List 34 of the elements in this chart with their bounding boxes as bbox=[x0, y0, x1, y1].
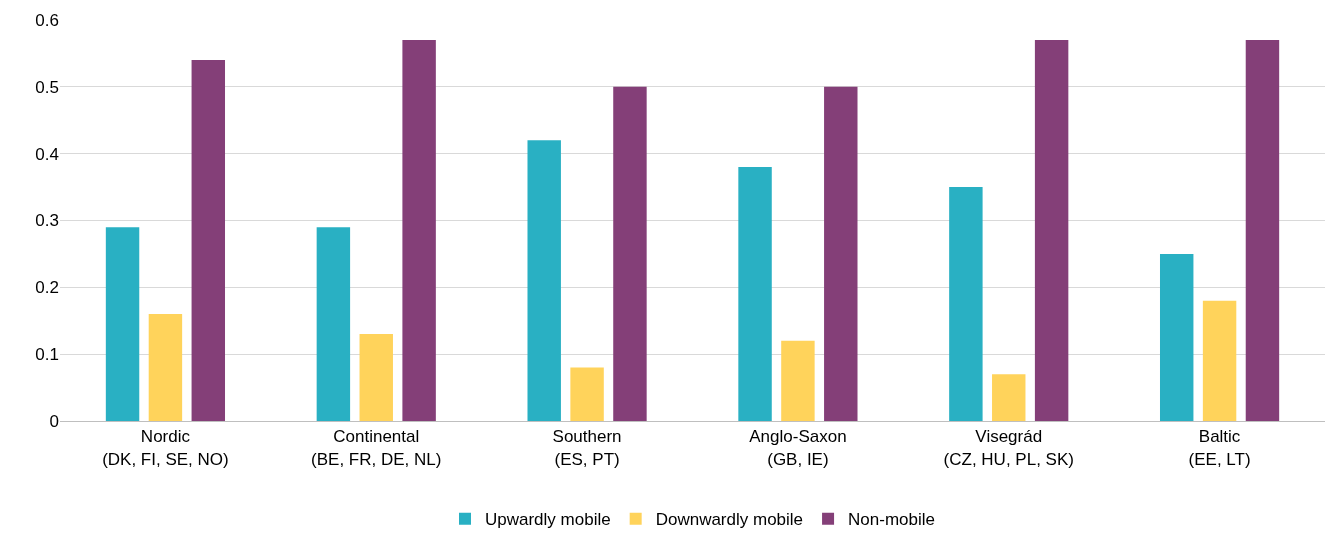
legend-label: Downwardly mobile bbox=[655, 510, 804, 530]
bar bbox=[1034, 40, 1069, 421]
bar bbox=[613, 86, 647, 421]
bar bbox=[781, 340, 815, 421]
y-tick-label: 0.5 bbox=[35, 77, 59, 97]
bar bbox=[527, 140, 561, 421]
y-tick-label: 0.2 bbox=[35, 278, 59, 298]
x-tick-label: Southern (ES, PT) bbox=[552, 427, 622, 469]
x-tick-label: Nordic (DK, FI, SE, NO) bbox=[102, 427, 229, 469]
bar bbox=[105, 227, 140, 421]
y-tick-label: 0.1 bbox=[35, 345, 59, 365]
y-tick-label: 0 bbox=[49, 411, 59, 431]
y-tick-label: 0.6 bbox=[35, 10, 59, 30]
x-tick-label: Continental (BE, FR, DE, NL) bbox=[311, 427, 442, 469]
bar bbox=[824, 86, 858, 421]
bar bbox=[738, 167, 772, 421]
x-tick-label: Anglo-Saxon (GB, IE) bbox=[749, 427, 847, 469]
bar bbox=[949, 187, 983, 421]
bar bbox=[191, 60, 226, 421]
x-tick-label: Baltic (EE, LT) bbox=[1188, 427, 1251, 469]
bar bbox=[1159, 253, 1194, 421]
bar bbox=[148, 314, 183, 421]
bar bbox=[570, 367, 604, 421]
bar bbox=[1245, 40, 1280, 421]
bar bbox=[359, 334, 393, 421]
legend-label: Upwardly mobile bbox=[485, 510, 611, 530]
bar bbox=[402, 40, 436, 421]
bar bbox=[316, 227, 351, 421]
bar bbox=[1202, 300, 1237, 421]
y-tick-label: 0.3 bbox=[35, 211, 59, 231]
y-tick-label: 0.4 bbox=[35, 144, 59, 164]
x-tick-label: Visegrád (CZ, HU, PL, SK) bbox=[943, 427, 1074, 469]
bar bbox=[992, 374, 1026, 421]
legend-label: Non-mobile bbox=[848, 510, 935, 530]
